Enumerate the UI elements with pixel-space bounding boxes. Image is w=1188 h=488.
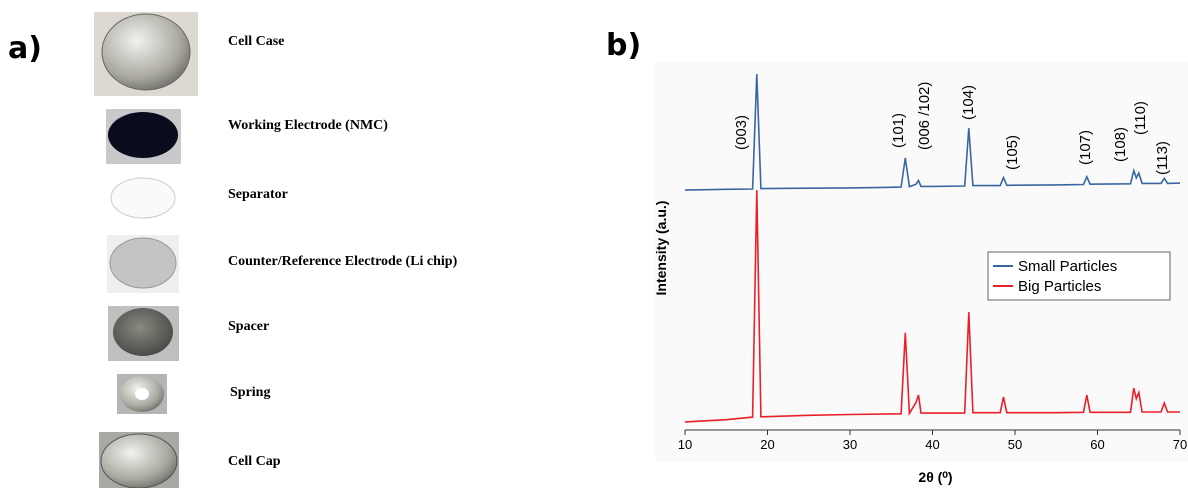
x-tick-label: 70 <box>1173 437 1187 452</box>
component-label: Cell Cap <box>228 454 281 469</box>
component-label: Spacer <box>228 319 269 334</box>
component-label: Separator <box>228 187 288 202</box>
photo-li-chip-disc <box>109 237 177 289</box>
peak-annotation: (101) <box>890 113 907 148</box>
x-axis-label: 2θ (⁰) <box>918 469 952 485</box>
legend-box <box>987 251 1171 301</box>
peak-annotation: (003) <box>733 115 750 150</box>
photos <box>94 12 198 488</box>
photo-spring-hole <box>135 388 149 400</box>
peak-annotation: (110) <box>1132 101 1149 135</box>
component-label: Working Electrode (NMC) <box>228 118 388 133</box>
peak-annotation: (107) <box>1077 130 1094 165</box>
photo-cell-cap-disc <box>100 433 178 488</box>
x-tick-label: 20 <box>760 437 774 452</box>
y-axis-label: Intensity (a.u.) <box>653 201 669 296</box>
peak-annotation: (105) <box>1004 135 1021 170</box>
peak-annotation: (104) <box>960 85 977 120</box>
peak-annotation: (006 /102) <box>916 82 933 150</box>
legend-label: Small Particles <box>1018 258 1117 275</box>
x-tick-label: 60 <box>1090 437 1104 452</box>
photo-cell-case-disc <box>101 13 191 91</box>
series-line <box>684 74 1181 191</box>
series-line <box>684 190 1180 423</box>
x-tick-label: 10 <box>678 437 692 452</box>
peak-annotation: (108) <box>1112 127 1129 162</box>
component-label: Cell Case <box>228 34 284 49</box>
panel-label: a) <box>8 31 42 66</box>
peak-annotation: (113) <box>1154 141 1171 175</box>
photo-spacer-disc <box>113 308 173 356</box>
x-tick-label: 50 <box>1008 437 1022 452</box>
photo-electrode-disc <box>108 112 178 158</box>
legend-label: Big Particles <box>1018 278 1101 295</box>
component-label: Spring <box>230 385 270 400</box>
x-tick-label: 40 <box>925 437 939 452</box>
panel-label: b) <box>606 28 641 63</box>
component-label: Counter/Reference Electrode (Li chip) <box>228 254 458 269</box>
photo-separator <box>110 177 176 219</box>
x-tick-label: 30 <box>843 437 857 452</box>
